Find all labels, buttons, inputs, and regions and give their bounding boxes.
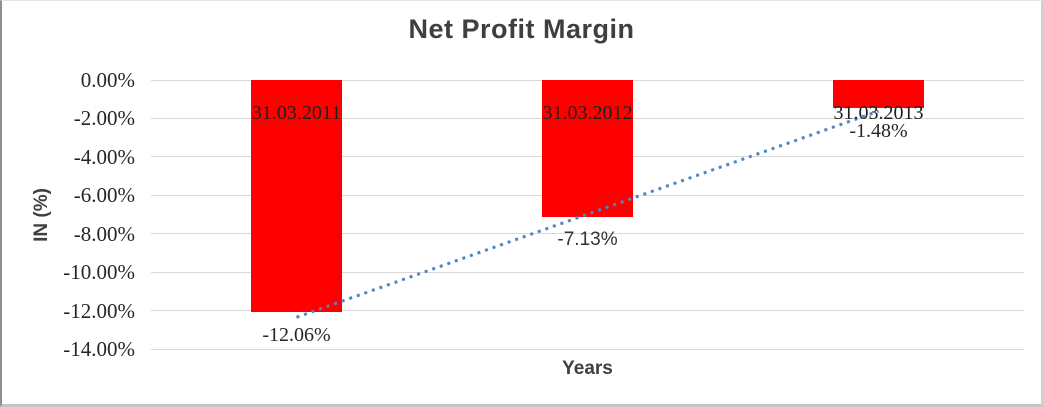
y-tick-label: -10.00% (63, 260, 135, 285)
y-tick-label: 0.00% (80, 68, 135, 92)
y-tick-label: -6.00% (73, 183, 135, 208)
x-axis-title: Years (562, 358, 613, 379)
value-label-2013: -1.48% (849, 120, 908, 143)
category-label-2011: 31.03.2011 (251, 102, 342, 124)
bar-2012 (542, 80, 633, 217)
gridline (151, 348, 1024, 350)
y-tick-label: -12.00% (63, 298, 135, 323)
bar-group-2012: 31.03.2012 -7.13% (442, 80, 733, 349)
y-tick-label: -4.00% (73, 144, 135, 169)
y-tick-label: -2.00% (73, 106, 135, 131)
bar-group-2013: 31.03.2013 -1.48% (733, 80, 1024, 349)
value-label-2012: -7.13% (557, 228, 618, 250)
y-tick-label: -14.00% (63, 337, 135, 361)
bar-2013 (833, 80, 924, 109)
chart-title: Net Profit Margin (408, 14, 635, 44)
value-label-2011: -12.06% (262, 323, 331, 346)
plot-area: 31.03.2011 -12.06% 31.03.2012 -7.13% 31.… (151, 79, 1024, 350)
category-label-2012: 31.03.2012 (542, 102, 633, 124)
y-tick-label: -8.00% (73, 221, 135, 246)
bar-group-2011: 31.03.2011 -12.06% (151, 80, 442, 349)
